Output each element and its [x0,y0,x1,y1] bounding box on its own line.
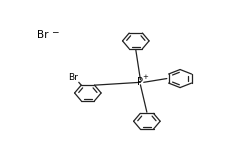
Text: Br: Br [68,73,78,82]
Text: +: + [143,74,149,80]
Text: Br: Br [37,30,49,40]
Text: −: − [51,27,59,36]
Text: P: P [137,77,144,87]
